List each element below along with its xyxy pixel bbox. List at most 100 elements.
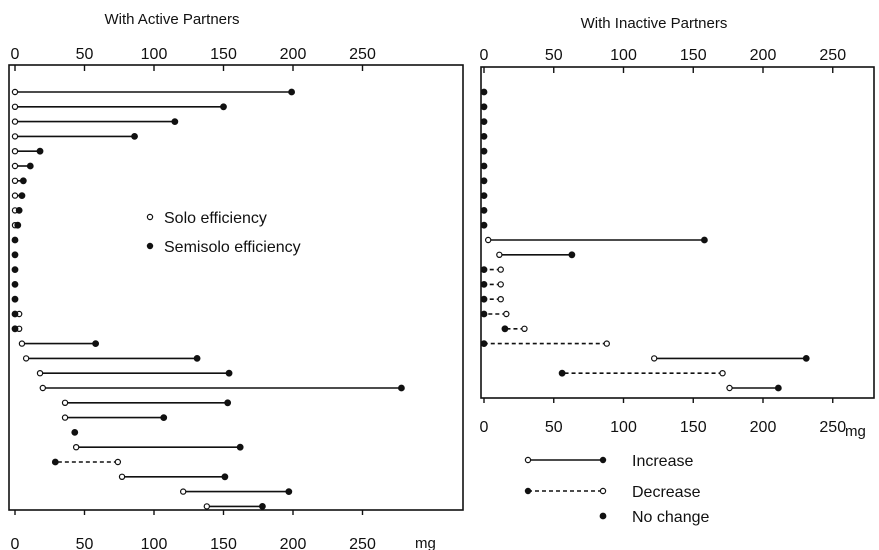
- legend-decrease-label: Decrease: [632, 484, 701, 501]
- semisolo-point-active-29: [259, 503, 266, 510]
- solo-point-active-29: [203, 503, 211, 510]
- solo-point-inactive-11: [484, 236, 492, 244]
- semisolo-point-active-17: [11, 325, 19, 333]
- semisolo-point-active-5: [36, 147, 44, 155]
- legend-solo-marker: [146, 213, 154, 221]
- semisolo-point-active-4: [131, 132, 138, 140]
- unit-label-active: mg: [415, 535, 436, 550]
- semisolo-point-inactive-16: [480, 310, 488, 318]
- solo-point-inactive-17: [521, 325, 528, 332]
- semisolo-point-active-22: [224, 399, 232, 407]
- semisolo-point-inactive-2: [480, 103, 488, 111]
- semisolo-point-inactive-14: [480, 281, 488, 288]
- semisolo-point-inactive-9: [480, 206, 488, 214]
- plot-frame-active: [8, 64, 464, 511]
- semisolo-point-inactive-20: [558, 369, 566, 377]
- tick-label-bottom-active-50: 50: [76, 536, 94, 550]
- tick-label-top-active-100: 100: [141, 46, 168, 63]
- tick-label-top-active-50: 50: [76, 46, 94, 63]
- legend-solo-label: Solo efficiency: [164, 210, 267, 227]
- solo-point-inactive-13: [497, 266, 504, 273]
- tick-label-bottom-active-200: 200: [280, 536, 307, 550]
- solo-point-inactive-20: [719, 370, 726, 377]
- semisolo-point-inactive-13: [480, 266, 488, 274]
- plot-frame-inactive: [480, 66, 875, 399]
- tick-label-top-active-150: 150: [210, 46, 237, 63]
- solo-point-active-20: [36, 370, 44, 377]
- semisolo-point-inactive-5: [480, 147, 488, 155]
- legend-increase-start-marker: [524, 456, 532, 464]
- solo-point-active-19: [22, 355, 30, 362]
- panel-inactive-partners: With Inactive Partners 0 0 50 50 100 100 150 15…: [480, 15, 875, 526]
- semisolo-point-active-21: [398, 384, 405, 392]
- semisolo-point-active-11: [11, 236, 19, 244]
- solo-point-inactive-16: [503, 310, 510, 318]
- semisolo-point-active-2: [220, 103, 227, 111]
- semisolo-point-active-6: [26, 162, 34, 170]
- panel-title-active: With Active Partners: [104, 11, 239, 28]
- tick-label-top-inactive-50: 50: [545, 47, 563, 64]
- tick-label-top-active-250: 250: [349, 46, 376, 63]
- semisolo-point-inactive-11: [701, 236, 708, 244]
- semisolo-point-inactive-10: [480, 221, 488, 229]
- solo-point-active-6: [11, 162, 19, 170]
- panel-title-inactive: With Inactive Partners: [581, 15, 728, 32]
- semisolo-point-inactive-7: [480, 177, 488, 185]
- solo-point-active-8: [11, 192, 19, 199]
- tick-label-top-active-200: 200: [280, 46, 307, 63]
- semisolo-point-inactive-12: [568, 251, 576, 259]
- semisolo-point-inactive-4: [480, 132, 488, 140]
- legend-decrease-end-marker: [599, 487, 607, 495]
- semisolo-point-inactive-6: [480, 162, 488, 170]
- tick-label-bottom-active-250: 250: [349, 536, 376, 550]
- tick-group-active: 0 0 50 50 100 100 150 150 200 200 250 250: [11, 46, 376, 550]
- semisolo-point-active-12: [11, 251, 19, 259]
- solo-point-active-2: [11, 103, 19, 111]
- semisolo-point-active-10: [14, 221, 22, 229]
- semisolo-point-inactive-17: [501, 325, 509, 333]
- semisolo-point-active-16: [11, 310, 19, 318]
- semisolo-point-active-8: [18, 192, 26, 200]
- pair-group-inactive: [480, 88, 810, 392]
- tick-label-top-inactive-100: 100: [610, 47, 637, 64]
- semisolo-point-inactive-15: [480, 295, 488, 303]
- unit-label-inactive: mg: [845, 423, 866, 440]
- solo-point-inactive-18: [603, 340, 610, 347]
- semisolo-point-active-27: [221, 473, 229, 481]
- semisolo-point-active-15: [11, 295, 19, 303]
- tick-label-bottom-active-150: 150: [210, 536, 237, 550]
- solo-point-active-26: [114, 458, 122, 466]
- tick-label-bottom-active-0: 0: [11, 536, 20, 550]
- solo-point-active-3: [11, 118, 19, 125]
- tick-label-bottom-inactive-100: 100: [610, 419, 637, 436]
- panel-active-partners: With Active Partners 0 0 50 50 100 100 150 150 2…: [8, 11, 464, 550]
- solo-point-active-23: [61, 414, 69, 421]
- semisolo-point-active-20: [225, 369, 233, 377]
- tick-label-top-inactive-0: 0: [480, 47, 489, 64]
- solo-point-active-21: [39, 384, 47, 392]
- legend-semisolo-label: Semisolo efficiency: [164, 239, 301, 256]
- legend-nochange-label: No change: [632, 509, 709, 526]
- solo-point-active-28: [179, 488, 187, 495]
- semisolo-point-active-3: [171, 118, 179, 125]
- semisolo-point-inactive-21: [774, 384, 782, 392]
- semisolo-point-active-1: [288, 88, 296, 96]
- solo-point-active-5: [11, 147, 19, 155]
- solo-point-active-22: [61, 399, 69, 406]
- tick-label-bottom-inactive-0: 0: [480, 419, 489, 436]
- semisolo-point-active-13: [11, 266, 19, 274]
- solo-point-inactive-21: [726, 384, 733, 392]
- legend-increase-label: Increase: [632, 453, 693, 470]
- legend-decrease-start-marker: [524, 487, 532, 495]
- solo-point-inactive-19: [650, 355, 658, 362]
- semisolo-point-active-24: [71, 429, 79, 436]
- solo-point-active-27: [118, 473, 126, 480]
- tick-label-top-active-0: 0: [11, 46, 20, 63]
- semisolo-point-active-26: [51, 458, 59, 466]
- solo-point-active-25: [72, 444, 80, 451]
- semisolo-point-active-28: [285, 488, 293, 496]
- semisolo-point-inactive-3: [480, 118, 488, 125]
- legend-semisolo-marker: [146, 242, 154, 250]
- solo-point-active-4: [11, 133, 19, 140]
